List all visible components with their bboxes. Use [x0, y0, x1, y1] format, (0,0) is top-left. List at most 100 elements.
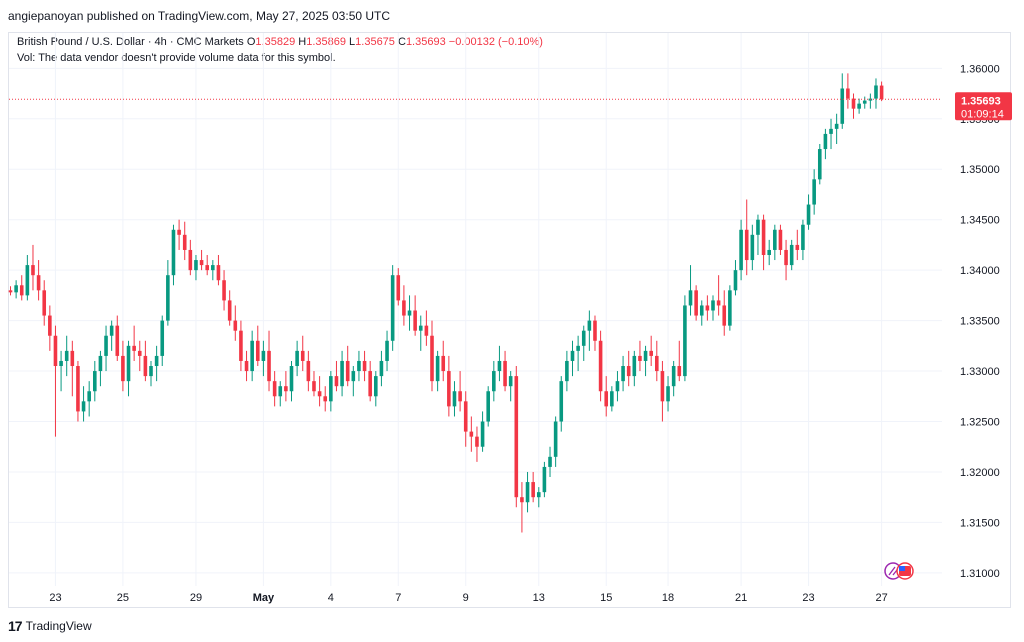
candle-down[interactable]: [503, 350, 507, 392]
candle-down[interactable]: [424, 310, 429, 346]
candle-down[interactable]: [520, 482, 524, 533]
candle-down[interactable]: [593, 315, 597, 351]
candle-down[interactable]: [233, 305, 238, 341]
candle-up[interactable]: [374, 371, 378, 407]
candle-down[interactable]: [716, 275, 721, 316]
candle-down[interactable]: [53, 325, 58, 437]
candle-up[interactable]: [278, 381, 283, 407]
candle-down[interactable]: [879, 81, 884, 102]
candle-up[interactable]: [773, 224, 777, 261]
candle-down[interactable]: [705, 295, 710, 321]
candle-up[interactable]: [834, 113, 839, 145]
candle-up[interactable]: [671, 360, 676, 397]
candle-up[interactable]: [93, 360, 97, 402]
candle-down[interactable]: [430, 320, 434, 392]
candle-up[interactable]: [261, 340, 266, 377]
candle-down[interactable]: [19, 275, 24, 301]
candle-up[interactable]: [536, 487, 541, 508]
candle-down[interactable]: [402, 285, 406, 326]
candle-up[interactable]: [565, 350, 569, 392]
candle-up[interactable]: [357, 350, 361, 382]
candle-up[interactable]: [733, 260, 738, 296]
candle-down[interactable]: [655, 340, 659, 382]
event-flags-icon[interactable]: [884, 562, 914, 580]
candle-up[interactable]: [351, 366, 356, 397]
candle-up[interactable]: [699, 300, 704, 326]
candle-down[interactable]: [272, 371, 277, 407]
chart-pane[interactable]: [8, 32, 1011, 608]
candle-down[interactable]: [447, 355, 451, 417]
candle-up[interactable]: [109, 320, 114, 351]
candle-up[interactable]: [25, 255, 30, 301]
candle-down[interactable]: [441, 340, 446, 382]
candle-down[interactable]: [851, 93, 856, 119]
candle-up[interactable]: [857, 98, 861, 114]
candle-up[interactable]: [829, 118, 833, 150]
candle-up[interactable]: [525, 471, 530, 513]
candle-up[interactable]: [666, 376, 670, 412]
candle-down[interactable]: [317, 376, 322, 407]
candle-down[interactable]: [205, 255, 209, 276]
candle-down[interactable]: [334, 360, 339, 392]
candle-up[interactable]: [823, 128, 828, 160]
candle-up[interactable]: [340, 350, 344, 397]
candle-down[interactable]: [300, 335, 305, 372]
candle-up[interactable]: [87, 381, 91, 417]
candle-up[interactable]: [497, 345, 502, 382]
candle-up[interactable]: [492, 360, 496, 402]
candle-down[interactable]: [239, 320, 243, 372]
candle-down[interactable]: [345, 345, 350, 387]
candle-up[interactable]: [104, 325, 108, 372]
candle-up[interactable]: [840, 73, 845, 129]
candle-up[interactable]: [289, 360, 294, 402]
candle-up[interactable]: [728, 285, 732, 331]
candle-down[interactable]: [227, 290, 232, 326]
candle-up[interactable]: [452, 381, 457, 417]
candle-down[interactable]: [199, 249, 204, 271]
candle-up[interactable]: [767, 239, 771, 266]
candle-up[interactable]: [149, 360, 153, 387]
candle-down[interactable]: [598, 330, 603, 402]
candle-up[interactable]: [610, 386, 614, 412]
candle-down[interactable]: [694, 285, 698, 321]
candle-up[interactable]: [548, 446, 552, 478]
candle-up[interactable]: [711, 295, 715, 321]
candle-down[interactable]: [744, 199, 749, 276]
candle-down[interactable]: [531, 471, 535, 503]
candle-down[interactable]: [761, 214, 766, 271]
candle-up[interactable]: [418, 315, 423, 351]
candle-down[interactable]: [413, 295, 417, 336]
candle-down[interactable]: [121, 340, 125, 392]
candle-up[interactable]: [194, 255, 198, 281]
candle-down[interactable]: [267, 330, 271, 392]
candle-down[interactable]: [469, 416, 474, 452]
candle-up[interactable]: [553, 416, 558, 467]
candle-up[interactable]: [817, 144, 822, 185]
candle-down[interactable]: [463, 391, 468, 447]
candle-up[interactable]: [295, 340, 299, 377]
candle-down[interactable]: [143, 340, 148, 382]
candle-up[interactable]: [486, 386, 490, 427]
candle-up[interactable]: [385, 330, 389, 372]
candle-up[interactable]: [812, 169, 816, 215]
candle-up[interactable]: [508, 371, 513, 402]
candle-up[interactable]: [615, 371, 620, 402]
candle-down[interactable]: [177, 219, 181, 250]
candle-up[interactable]: [868, 93, 873, 109]
candle-up[interactable]: [862, 96, 867, 109]
candle-down[interactable]: [514, 366, 519, 508]
candle-down[interactable]: [604, 376, 609, 417]
candle-down[interactable]: [244, 350, 249, 382]
candle-down[interactable]: [76, 360, 80, 422]
candle-down[interactable]: [42, 280, 47, 326]
candle-down[interactable]: [216, 255, 221, 286]
candle-down[interactable]: [784, 239, 788, 281]
candle-up[interactable]: [683, 295, 687, 382]
candle-down[interactable]: [475, 426, 479, 462]
candle-down[interactable]: [36, 260, 41, 301]
candle-up[interactable]: [81, 386, 86, 422]
candle-down[interactable]: [323, 386, 328, 412]
candle-down[interactable]: [137, 340, 142, 372]
candle-down[interactable]: [649, 335, 653, 367]
